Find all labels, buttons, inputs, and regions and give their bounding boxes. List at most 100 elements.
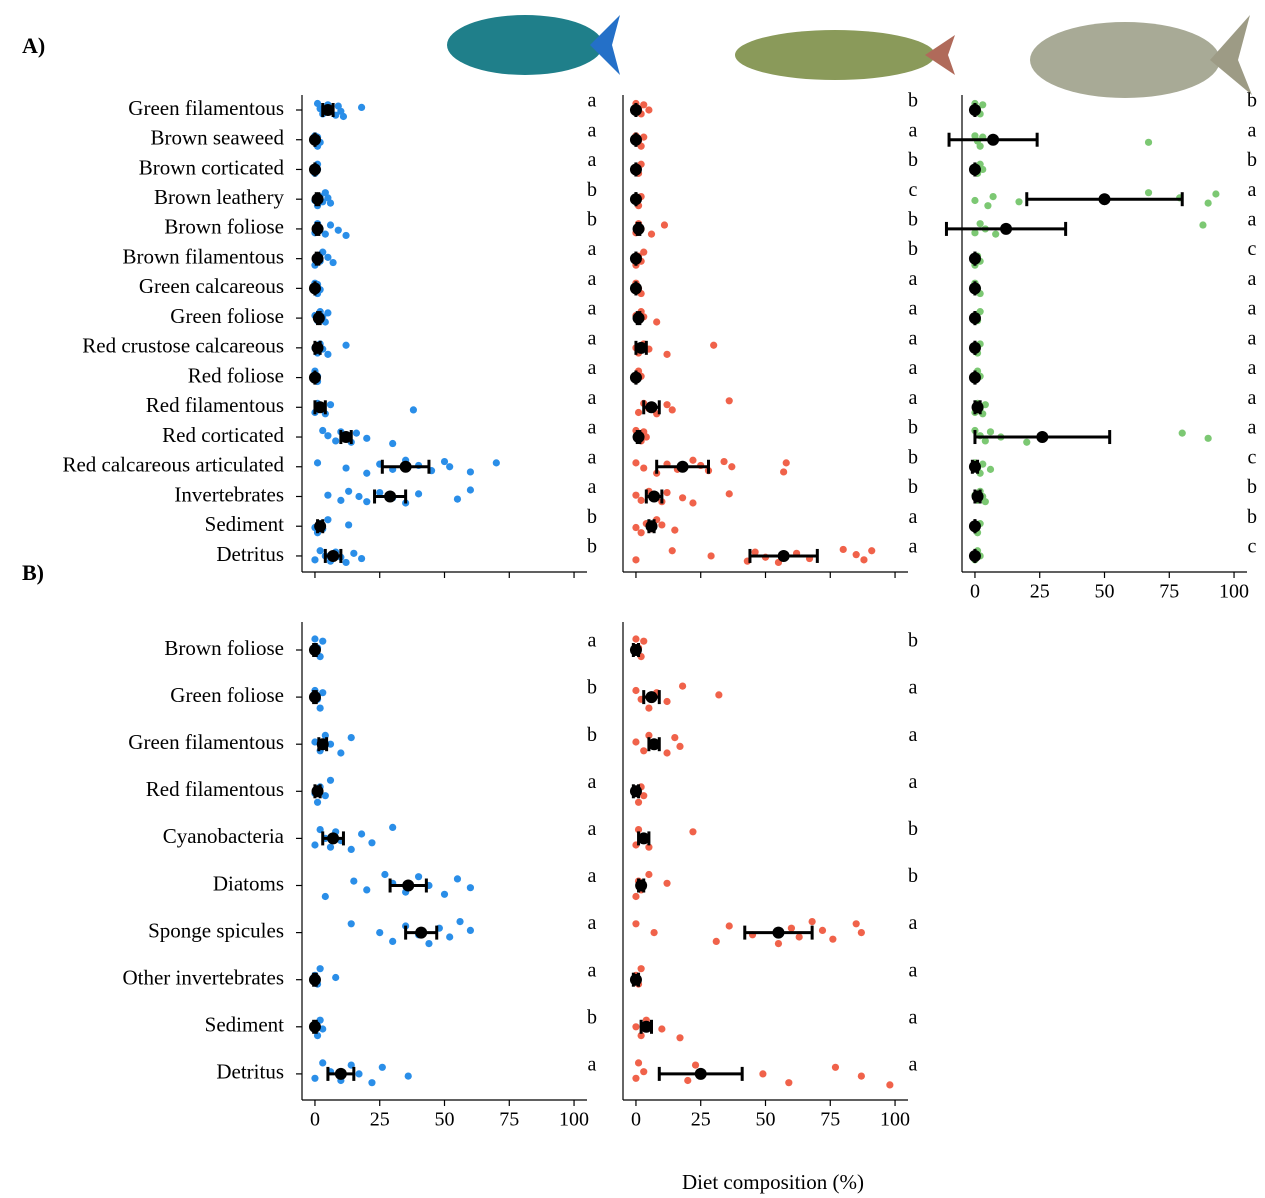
data-point [1212, 190, 1219, 197]
fish-illustrations [447, 15, 1252, 98]
mean-point [309, 282, 321, 294]
data-point [405, 1073, 412, 1080]
data-point [342, 559, 349, 566]
significance-letter: a [909, 506, 918, 528]
data-point [319, 638, 326, 645]
data-point [658, 1025, 665, 1032]
data-point [342, 232, 349, 239]
data-point [726, 490, 733, 497]
data-point [345, 521, 352, 528]
x-tick-label: 75 [499, 1109, 519, 1131]
category-label: Detritus [216, 1060, 284, 1084]
significance-letter: c [1248, 536, 1257, 558]
mean-point [969, 163, 981, 175]
data-point [648, 231, 655, 238]
category-label: Sediment [205, 1013, 284, 1037]
mean-point [309, 1021, 321, 1033]
significance-letter: a [588, 327, 597, 349]
data-point [971, 197, 978, 204]
data-point [671, 734, 678, 741]
mean-point [630, 104, 642, 116]
data-point [441, 458, 448, 465]
data-point [358, 830, 365, 837]
data-point [989, 193, 996, 200]
data-point [454, 875, 461, 882]
data-point [663, 489, 670, 496]
data-point [332, 437, 339, 444]
category-label: Green calcareous [139, 274, 284, 298]
data-point [493, 459, 500, 466]
data-point [977, 143, 984, 150]
data-point [663, 698, 670, 705]
data-point [327, 844, 334, 851]
category-label: Red foliose [188, 363, 284, 387]
data-point [410, 406, 417, 413]
data-point [853, 920, 860, 927]
mean-point [314, 401, 326, 413]
significance-letter: a [588, 298, 597, 320]
data-point [314, 799, 321, 806]
data-point [713, 938, 720, 945]
mean-point [633, 312, 645, 324]
data-point [441, 891, 448, 898]
category-label: Other invertebrates [122, 966, 284, 990]
data-point [987, 428, 994, 435]
mean-point [987, 134, 999, 146]
significance-letter: a [909, 677, 918, 699]
mean-point [695, 1068, 707, 1080]
data-point [679, 683, 686, 690]
data-point [632, 524, 639, 531]
data-point [363, 886, 370, 893]
data-point [389, 440, 396, 447]
data-point [658, 521, 665, 528]
data-point [679, 494, 686, 501]
data-point [350, 878, 357, 885]
category-label: Green filamentous [128, 96, 284, 120]
data-point [467, 927, 474, 934]
data-point [671, 527, 678, 534]
data-point [632, 920, 639, 927]
data-point [860, 556, 867, 563]
data-point [319, 427, 326, 434]
mean-point [312, 785, 324, 797]
mean-point [309, 163, 321, 175]
category-label: Red filamentous [146, 393, 284, 417]
significance-letter: a [909, 771, 918, 793]
significance-letter: a [1248, 387, 1257, 409]
data-point [311, 635, 318, 642]
significance-letter: a [909, 357, 918, 379]
data-point [992, 231, 999, 238]
significance-letter: a [588, 818, 597, 840]
significance-letter: a [588, 771, 597, 793]
data-point [467, 486, 474, 493]
data-point [348, 734, 355, 741]
data-point [345, 488, 352, 495]
fish-parrotfish [735, 30, 935, 80]
category-label: Red calcareous articulated [62, 453, 284, 477]
x-tick-label: 50 [756, 1109, 776, 1131]
significance-letter: b [908, 818, 918, 840]
data-point [1145, 189, 1152, 196]
data-point [775, 940, 782, 947]
data-point [327, 199, 334, 206]
significance-letter: a [1248, 357, 1257, 379]
data-point [650, 929, 657, 936]
data-point [728, 463, 735, 470]
significance-letter: a [909, 912, 918, 934]
significance-letter: a [1248, 417, 1257, 439]
mean-point [630, 282, 642, 294]
significance-letter: b [587, 506, 597, 528]
significance-letter: a [588, 630, 597, 652]
mean-point [633, 223, 645, 235]
mean-point [400, 461, 412, 473]
mean-point [969, 253, 981, 265]
data-point [415, 490, 422, 497]
data-point [684, 1077, 691, 1084]
mean-point [313, 312, 325, 324]
category-label: Green foliose [170, 683, 284, 707]
fish-tail [590, 15, 620, 75]
x-tick-label: 75 [1159, 581, 1179, 603]
mean-point [969, 372, 981, 384]
data-point [645, 705, 652, 712]
panel-label: B) [22, 560, 44, 585]
